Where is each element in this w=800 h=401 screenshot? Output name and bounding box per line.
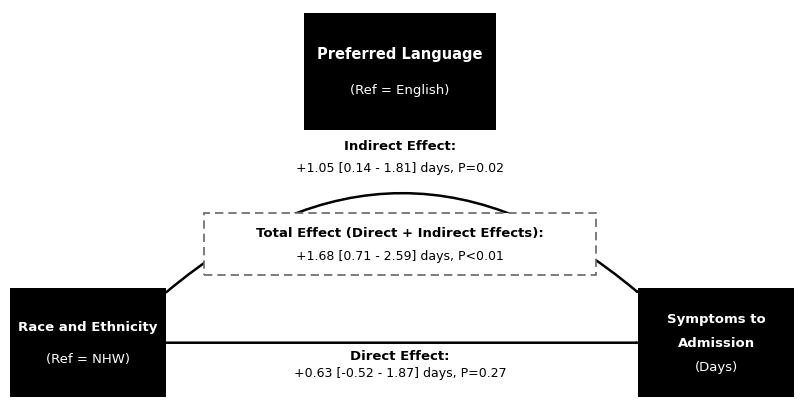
Text: Direct Effect:: Direct Effect:	[350, 349, 450, 362]
Text: Preferred Language: Preferred Language	[318, 47, 482, 62]
FancyBboxPatch shape	[204, 213, 596, 276]
Text: +0.63 [-0.52 - 1.87] days, P=0.27: +0.63 [-0.52 - 1.87] days, P=0.27	[294, 367, 506, 379]
Text: Total Effect (Direct + Indirect Effects):: Total Effect (Direct + Indirect Effects)…	[256, 226, 544, 239]
FancyArrowPatch shape	[166, 342, 637, 343]
FancyBboxPatch shape	[638, 289, 794, 397]
Text: (Ref = English): (Ref = English)	[350, 84, 450, 97]
FancyArrowPatch shape	[166, 194, 637, 293]
Text: +1.05 [0.14 - 1.81] days, P=0.02: +1.05 [0.14 - 1.81] days, P=0.02	[296, 161, 504, 174]
Text: (Ref = NHW): (Ref = NHW)	[46, 352, 130, 365]
Text: (Days): (Days)	[694, 360, 738, 373]
Text: Admission: Admission	[678, 336, 754, 349]
Text: Symptoms to: Symptoms to	[666, 312, 766, 325]
FancyBboxPatch shape	[10, 289, 166, 397]
Text: Race and Ethnicity: Race and Ethnicity	[18, 320, 158, 333]
Text: +1.68 [0.71 - 2.59] days, P<0.01: +1.68 [0.71 - 2.59] days, P<0.01	[296, 249, 504, 262]
FancyBboxPatch shape	[304, 14, 496, 130]
Text: Indirect Effect:: Indirect Effect:	[344, 140, 456, 153]
